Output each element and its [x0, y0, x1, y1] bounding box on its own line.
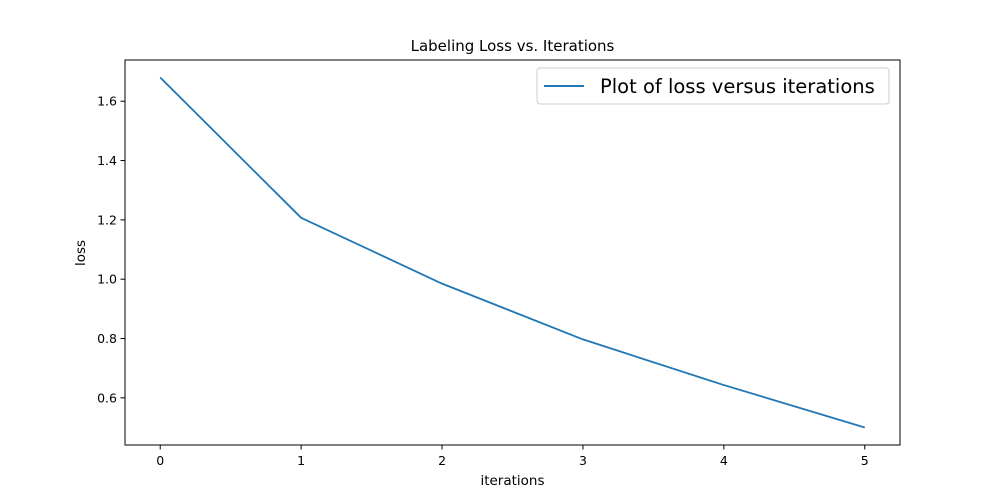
x-axis-ticks: 0 1 2 3 4 5 [156, 445, 869, 468]
y-tick-label: 1.6 [97, 94, 117, 109]
legend-box [536, 67, 890, 105]
legend: Plot of loss versus iterations [536, 67, 890, 105]
x-tick-label: 5 [861, 453, 869, 468]
y-tick-label: 0.8 [97, 331, 117, 346]
plot-area-background [125, 60, 900, 445]
y-tick-label: 1.4 [97, 153, 117, 168]
chart-title: Labeling Loss vs. Iterations [411, 37, 615, 55]
x-tick-label: 4 [720, 453, 728, 468]
x-tick-label: 0 [156, 453, 164, 468]
series-lines [159, 76, 866, 429]
x-tick-label: 3 [579, 453, 587, 468]
series-line-loss [159, 76, 866, 429]
y-tick-label: 1.0 [97, 272, 117, 287]
x-axis-label: iterations [480, 473, 544, 489]
x-tick-label: 1 [297, 453, 305, 468]
x-tick-label: 2 [438, 453, 446, 468]
y-tick-label: 1.2 [97, 212, 117, 227]
y-axis-label: loss [73, 240, 89, 266]
y-axis-ticks: 0.6 0.8 1.0 1.2 1.4 1.6 [97, 94, 125, 405]
y-tick-label: 0.6 [97, 390, 117, 405]
plot-area-frame [124, 59, 901, 446]
legend-label: Plot of loss versus iterations [600, 75, 875, 98]
